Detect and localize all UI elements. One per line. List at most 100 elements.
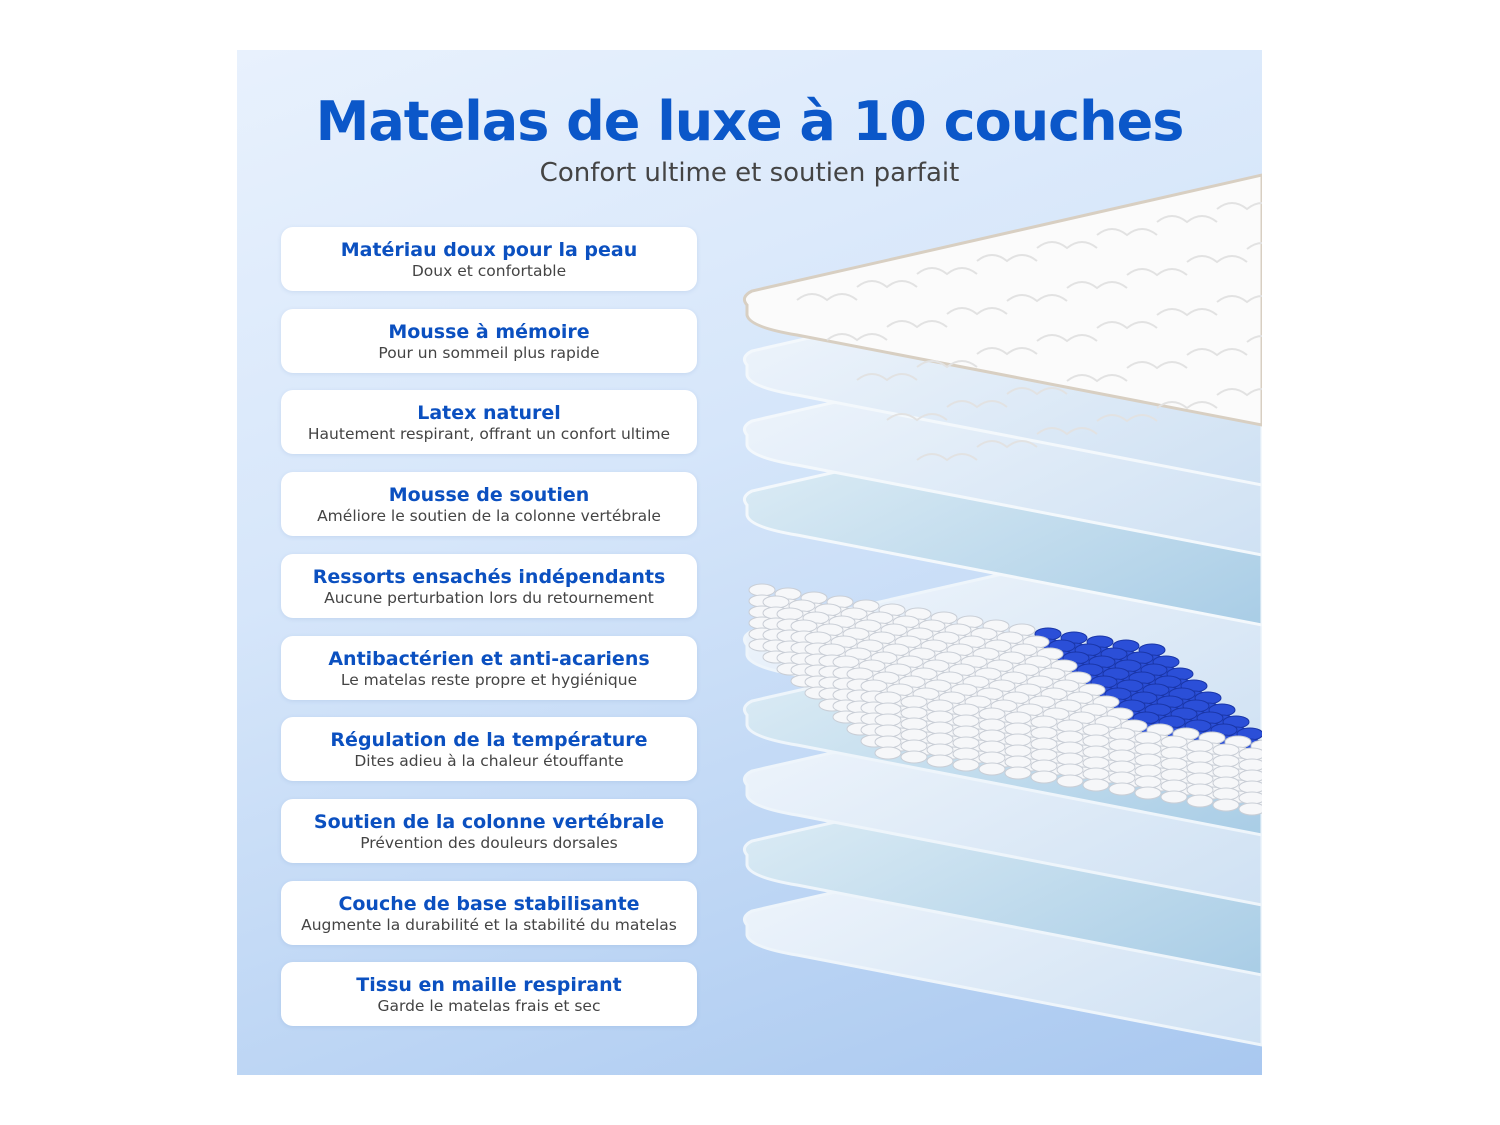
layer-title: Mousse de soutien bbox=[388, 484, 590, 507]
spring-coil bbox=[1030, 770, 1058, 784]
spring-coil bbox=[1082, 767, 1110, 781]
layer-title: Latex naturel bbox=[417, 402, 561, 425]
layer-description: Améliore le soutien de la colonne vertéb… bbox=[317, 507, 661, 526]
spring-coil bbox=[748, 583, 776, 597]
spring-coil bbox=[1082, 756, 1110, 770]
spring-coil bbox=[1030, 715, 1058, 729]
quilt-stitch bbox=[1036, 427, 1098, 436]
quilt-stitch bbox=[1156, 401, 1218, 410]
layer-card: Régulation de la température Dites adieu … bbox=[281, 717, 697, 782]
spring-coil bbox=[978, 707, 1006, 721]
spring-coil bbox=[874, 746, 902, 760]
quilt-stitch bbox=[1066, 374, 1128, 383]
layer-card: Ressorts ensachés indépendants Aucune per… bbox=[281, 553, 697, 618]
quilt-stitch bbox=[916, 267, 978, 276]
spring-coil bbox=[1108, 782, 1136, 796]
spring-coil bbox=[1004, 711, 1032, 725]
spring-coil bbox=[1004, 733, 1032, 747]
spring-coil bbox=[1160, 746, 1188, 760]
quilt-stitch bbox=[916, 360, 978, 369]
spring-coil bbox=[1186, 750, 1214, 764]
quilt-stitch bbox=[1036, 241, 1098, 250]
spring-coil bbox=[1212, 754, 1240, 768]
layer-card: Matériau doux pour la peau Doux et confor… bbox=[281, 227, 697, 291]
quilt-stitch bbox=[976, 440, 1038, 449]
spring-coil bbox=[1238, 758, 1262, 772]
spring-coil bbox=[1212, 743, 1240, 757]
spring-coil bbox=[790, 619, 818, 633]
spring-coil bbox=[978, 718, 1006, 732]
spring-coil bbox=[900, 695, 928, 709]
spring-coil bbox=[1186, 794, 1214, 808]
spring-coil bbox=[846, 667, 874, 681]
quilt-stitch bbox=[1186, 348, 1248, 357]
layer-title: Matériau doux pour la peau bbox=[340, 239, 638, 261]
layer-title: Tissu en maille respirant bbox=[356, 974, 622, 997]
spring-coil bbox=[1238, 780, 1262, 794]
spring-coil bbox=[1238, 802, 1262, 816]
spring-coil bbox=[1134, 731, 1162, 745]
layer-description: Hautement respirant, offrant un confort … bbox=[307, 425, 671, 444]
spring-coil bbox=[1160, 790, 1188, 804]
spring-coil bbox=[1186, 761, 1214, 775]
spring-coil bbox=[1108, 749, 1136, 763]
quilt-stitch bbox=[1216, 388, 1262, 397]
spring-coil bbox=[952, 747, 980, 761]
spring-coil bbox=[1212, 798, 1240, 812]
spring-coil bbox=[1030, 737, 1058, 751]
layer-card: Latex naturel Hautement respirant, offran… bbox=[281, 390, 697, 455]
spring-coil bbox=[1238, 769, 1262, 783]
spring-coil bbox=[1056, 730, 1084, 744]
quilt-stitch bbox=[1216, 202, 1262, 211]
spring-coil bbox=[900, 750, 928, 764]
spring-coil bbox=[1056, 752, 1084, 766]
quilt-stitch bbox=[1126, 361, 1188, 370]
spring-coil bbox=[900, 717, 928, 731]
spring-coil bbox=[1056, 763, 1084, 777]
spring-coil bbox=[1160, 779, 1188, 793]
spring-coil bbox=[1082, 723, 1110, 737]
spring-coil bbox=[900, 706, 928, 720]
spring-coil bbox=[952, 725, 980, 739]
spring-coil bbox=[804, 631, 832, 645]
spring-coil bbox=[1186, 783, 1214, 797]
spring-coil bbox=[1134, 742, 1162, 756]
layer-description: Prévention des douleurs dorsales bbox=[360, 833, 618, 852]
quilt-stitch bbox=[796, 293, 858, 302]
layer-description: Doux et confortable bbox=[411, 262, 567, 280]
spring-coil bbox=[1030, 759, 1058, 773]
spring-coil bbox=[1134, 775, 1162, 789]
layer-title: Régulation de la température bbox=[330, 729, 648, 752]
layer-description: Garde le matelas frais et sec bbox=[377, 997, 601, 1016]
spring-coil bbox=[818, 643, 846, 657]
spring-coil bbox=[874, 691, 902, 705]
quilted-top-layer bbox=[742, 173, 1262, 462]
spring-coil bbox=[1004, 766, 1032, 780]
spring-coil bbox=[1134, 753, 1162, 767]
pocket-springs bbox=[748, 583, 1262, 816]
spring-coil bbox=[1004, 744, 1032, 758]
spring-coil bbox=[1160, 768, 1188, 782]
spring-coil bbox=[1134, 764, 1162, 778]
spring-coil bbox=[900, 728, 928, 742]
layer-description: Dites adieu à la chaleur étouffante bbox=[354, 752, 624, 771]
quilt-stitch bbox=[1246, 242, 1262, 250]
spring-coil bbox=[926, 754, 954, 768]
layer-card: Antibactérien et anti-acariens Le matelas… bbox=[281, 635, 697, 700]
quilt-stitch bbox=[886, 413, 948, 422]
quilt-stitch bbox=[856, 280, 918, 289]
spring-coil bbox=[1056, 719, 1084, 733]
spring-coil bbox=[874, 702, 902, 716]
spring-coil bbox=[952, 736, 980, 750]
spring-coil bbox=[874, 713, 902, 727]
layer-title: Soutien de la colonne vertébrale bbox=[313, 810, 665, 833]
quilt-stitch bbox=[886, 320, 948, 329]
quilt-stitch bbox=[976, 347, 1038, 356]
spring-coil bbox=[978, 729, 1006, 743]
quilt-stitch bbox=[1186, 255, 1248, 264]
layer-description: Le matelas reste propre et hygiénique bbox=[340, 670, 638, 689]
quilt-stitch bbox=[1096, 228, 1158, 237]
spring-coil bbox=[832, 655, 860, 669]
spring-coil bbox=[1160, 735, 1188, 749]
spring-coil bbox=[952, 703, 980, 717]
